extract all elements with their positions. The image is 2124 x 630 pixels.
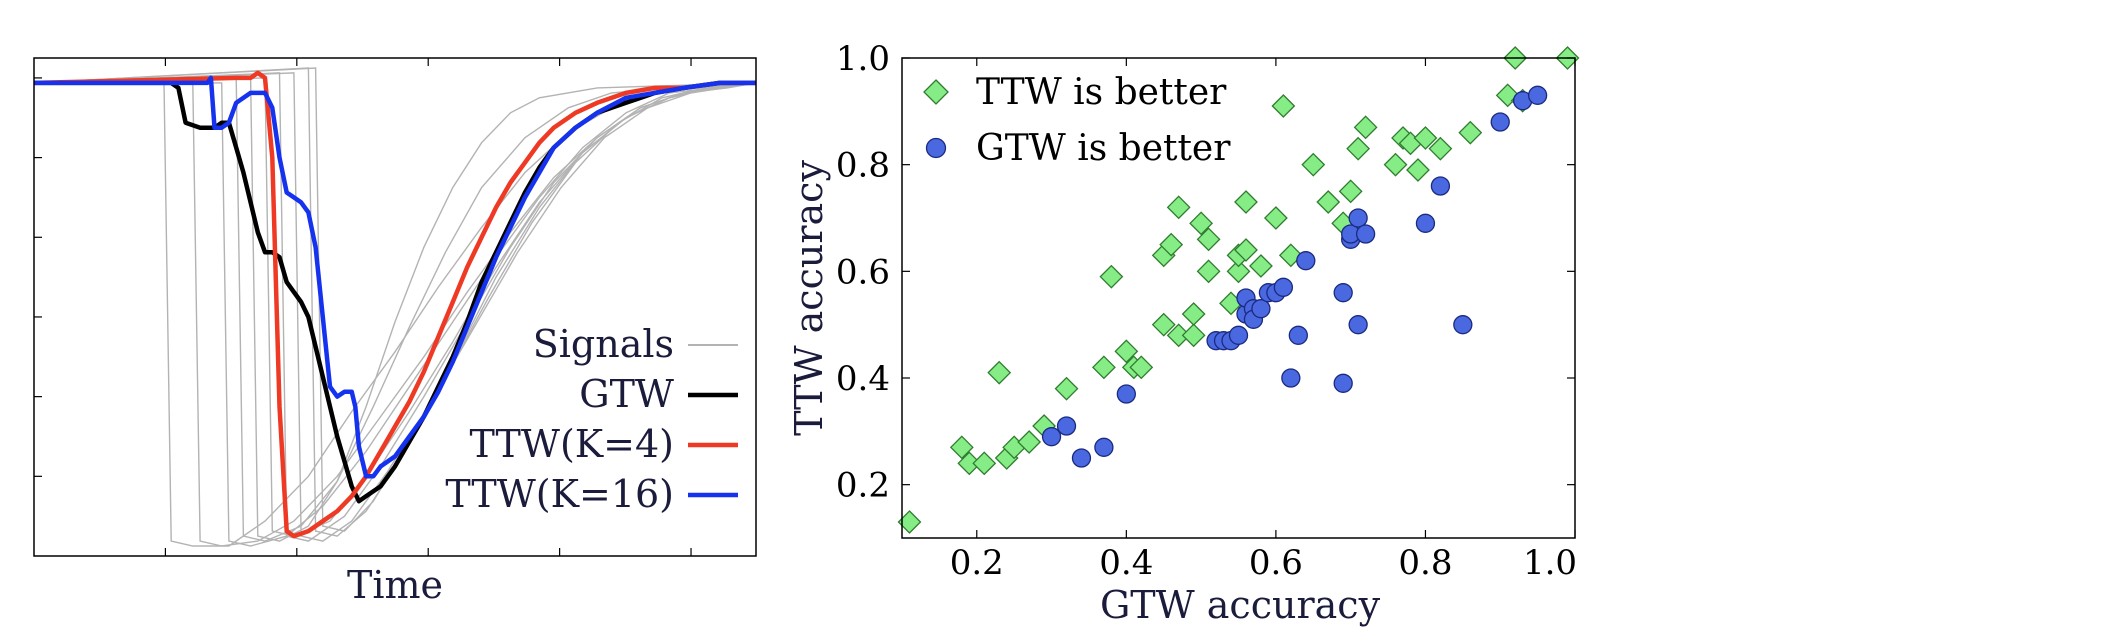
gtw-is-better-point-28 — [1415, 213, 1436, 233]
ttw-is-better-point-24 — [1196, 227, 1221, 252]
signal-curve-5 — [33, 77, 757, 542]
scatter-x-tick-label-1: 0.2 — [950, 543, 1004, 583]
gtw-is-better-point-9 — [1228, 325, 1249, 345]
gtw-is-better-point-3 — [1071, 448, 1092, 468]
ttw-is-better-point-39 — [1346, 136, 1371, 161]
signals-ticks — [34, 58, 692, 556]
gtw-is-better-point-1 — [1041, 427, 1062, 447]
gtw-is-better-point-25 — [1348, 315, 1368, 335]
ttw-is-better-point-19 — [1166, 195, 1191, 220]
signals-plot: Time Signals GTW TTW(K=4) TTW(K=16) — [33, 57, 757, 607]
legend-label-ttw-is-better: TTW is better — [976, 72, 1227, 113]
scatter-y-tick-label-5: 1.0 — [836, 39, 890, 79]
scatter-y-tick-label-4: 0.8 — [836, 146, 890, 186]
ttw-is-better-point-46 — [1428, 136, 1453, 161]
ttw-is-better-point-29 — [1234, 238, 1258, 262]
ttw-is-better-point-35 — [1301, 152, 1326, 177]
scatter-x-axis-label: GTW accuracy — [1100, 583, 1381, 627]
scatter-plot-frame — [901, 57, 1576, 539]
signals-curves — [33, 67, 757, 547]
signal-curve-8 — [33, 72, 757, 542]
scatter-x-tick-label-2: 0.4 — [1099, 543, 1153, 583]
signal-curve-4 — [33, 77, 757, 542]
gtw-is-better-point-19 — [1288, 325, 1308, 345]
ttw-k-4-curve — [33, 70, 756, 539]
scatter-y-axis-label: TTW accuracy — [787, 160, 831, 436]
gtw-is-better-point-4 — [1094, 437, 1114, 457]
accuracy-scatter-plot: 0.2 0.4 0.6 0.8 1.0 0.2 0.4 0.6 0.8 1.0 GTW accur… — [787, 39, 1580, 627]
gtw-is-better-point-29 — [1430, 176, 1451, 196]
gtw-is-better-point-26 — [1348, 208, 1368, 228]
ttw-is-better-point-18 — [1159, 232, 1184, 257]
scatter-points — [897, 46, 1580, 534]
ttw-is-better-point-32 — [1263, 206, 1288, 230]
scatter-x-tick-label-5: 1.0 — [1523, 543, 1577, 583]
gtw-is-better-point-2 — [1056, 416, 1077, 436]
ttw-is-better-point-45 — [1413, 126, 1438, 150]
legend-marker-gtw-is-better — [925, 137, 947, 159]
ttw-is-better-point-2 — [949, 435, 974, 460]
ttw-is-better-point-36 — [1316, 190, 1341, 214]
ttw-is-better-point-12 — [1099, 264, 1124, 289]
ttw-is-better-point-23 — [1189, 211, 1214, 236]
signals-legend: Signals GTW TTW(K=4) TTW(K=16) — [445, 322, 738, 516]
ttw-is-better-point-21 — [1181, 323, 1206, 348]
gtw-is-better-point-20 — [1296, 251, 1316, 271]
ttw-is-better-point-33 — [1271, 94, 1296, 118]
gtw-is-better-point-14 — [1251, 299, 1271, 319]
ttw-is-better-point-16 — [1151, 312, 1176, 337]
signal-curve-7 — [33, 72, 757, 542]
gtw-is-better-point-31 — [1490, 112, 1510, 132]
legend-marker-ttw-is-better — [923, 79, 949, 105]
ttw-is-better-point-11 — [1091, 355, 1116, 380]
gtw-is-better-point-17 — [1273, 277, 1294, 297]
scatter-legend: TTW is better GTW is better — [923, 72, 1231, 169]
ttw-is-better-point-30 — [1234, 190, 1258, 214]
ttw-is-better-point-8 — [1017, 430, 1042, 454]
ttw-is-better-point-22 — [1181, 302, 1206, 326]
gtw-is-better-point-33 — [1527, 85, 1548, 105]
ttw-is-better-point-31 — [1249, 254, 1273, 278]
gtw-is-better-point-21 — [1333, 373, 1353, 393]
signal-curve-10 — [33, 67, 757, 532]
gtw-is-better-point-18 — [1281, 368, 1301, 388]
gtw-is-better-point-27 — [1355, 224, 1376, 244]
legend-label-gtw: GTW — [579, 372, 674, 416]
gtw-is-better-point-5 — [1116, 384, 1136, 404]
ttw-is-better-point-40 — [1353, 115, 1378, 140]
ttw-k-16-curve — [34, 75, 756, 479]
ttw-is-better-point-13 — [1114, 339, 1139, 364]
ttw-is-better-point-4 — [972, 451, 997, 476]
scatter-y-tick-label-2: 0.4 — [836, 359, 890, 399]
scatter-y-tick-label-3: 0.6 — [836, 252, 890, 292]
ttw-is-better-point-15 — [1129, 355, 1154, 380]
scatter-y-tick-label-1: 0.2 — [836, 466, 890, 506]
scatter-ticks: 0.2 0.4 0.6 0.8 1.0 0.2 0.4 0.6 0.8 1.0 — [836, 39, 1577, 583]
signals-x-axis-label: Time — [347, 563, 443, 607]
signal-curve-9 — [33, 67, 757, 537]
scatter-x-tick-label-4: 0.8 — [1398, 543, 1452, 583]
ttw-is-better-point-44 — [1406, 158, 1430, 182]
legend-label-ttw-k-16: TTW(K=16) — [445, 472, 674, 516]
ttw-is-better-point-47 — [1458, 120, 1483, 145]
signals-plot-frame — [33, 57, 757, 557]
gtw-is-better-point-22 — [1333, 283, 1353, 303]
ttw-is-better-point-25 — [1196, 259, 1221, 284]
scatter-x-tick-label-3: 0.6 — [1249, 543, 1303, 583]
ttw-is-better-point-5 — [987, 360, 1012, 385]
gtw-is-better-point-30 — [1453, 315, 1473, 335]
legend-label-gtw-is-better: GTW is better — [976, 128, 1231, 169]
ttw-is-better-point-10 — [1054, 376, 1079, 401]
ttw-is-better-point-38 — [1338, 179, 1363, 204]
legend-label-ttw-k-4: TTW(K=4) — [469, 422, 674, 466]
ttw-is-better-point-41 — [1383, 152, 1408, 177]
ttw-is-better-point-27 — [1226, 259, 1251, 284]
legend-label-signals: Signals — [533, 322, 674, 366]
